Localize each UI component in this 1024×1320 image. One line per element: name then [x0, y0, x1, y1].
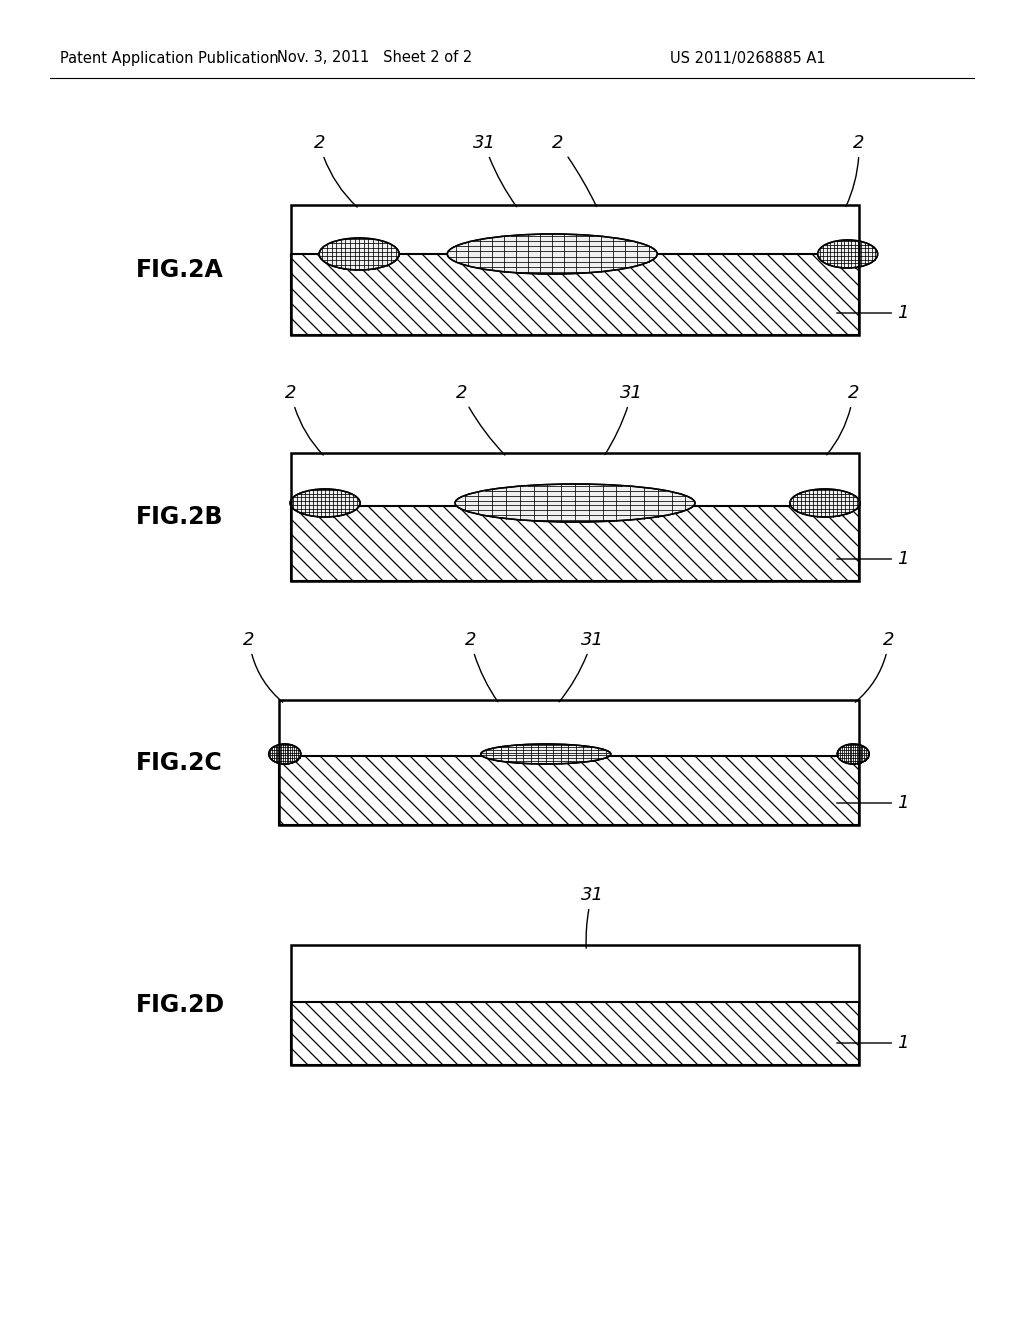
Text: 1: 1 [837, 550, 908, 568]
Polygon shape [279, 700, 859, 756]
Text: 2: 2 [826, 384, 859, 455]
Text: 2: 2 [313, 135, 357, 207]
Polygon shape [291, 253, 859, 335]
Text: US 2011/0268885 A1: US 2011/0268885 A1 [670, 50, 825, 66]
Text: 31: 31 [473, 135, 516, 207]
Text: 31: 31 [605, 384, 643, 454]
Ellipse shape [481, 744, 610, 764]
Ellipse shape [455, 484, 695, 521]
Text: 2: 2 [244, 631, 283, 702]
Text: 2: 2 [846, 135, 864, 206]
Text: FIG.2B: FIG.2B [136, 506, 223, 529]
Ellipse shape [319, 238, 399, 271]
Text: 2: 2 [552, 135, 597, 206]
Text: Nov. 3, 2011   Sheet 2 of 2: Nov. 3, 2011 Sheet 2 of 2 [278, 50, 473, 66]
Ellipse shape [790, 488, 860, 517]
Polygon shape [291, 205, 859, 253]
Text: 1: 1 [837, 1034, 908, 1052]
Text: FIG.2D: FIG.2D [136, 993, 225, 1016]
Text: FIG.2A: FIG.2A [136, 257, 224, 282]
Ellipse shape [447, 234, 657, 275]
Text: Patent Application Publication: Patent Application Publication [60, 50, 279, 66]
Polygon shape [291, 506, 859, 581]
Polygon shape [291, 945, 859, 1002]
Text: 31: 31 [559, 631, 604, 702]
Text: 1: 1 [837, 795, 908, 812]
Ellipse shape [290, 488, 360, 517]
Ellipse shape [268, 744, 301, 764]
Polygon shape [291, 1002, 859, 1065]
Text: FIG.2C: FIG.2C [136, 751, 223, 775]
Text: 2: 2 [456, 384, 505, 455]
Polygon shape [291, 453, 859, 506]
Text: 2: 2 [855, 631, 895, 702]
Text: 2: 2 [465, 631, 498, 702]
Ellipse shape [817, 240, 878, 268]
Text: 1: 1 [837, 304, 908, 322]
Text: 2: 2 [286, 384, 324, 455]
Ellipse shape [838, 744, 869, 764]
Polygon shape [279, 756, 859, 825]
Text: 31: 31 [581, 886, 603, 948]
